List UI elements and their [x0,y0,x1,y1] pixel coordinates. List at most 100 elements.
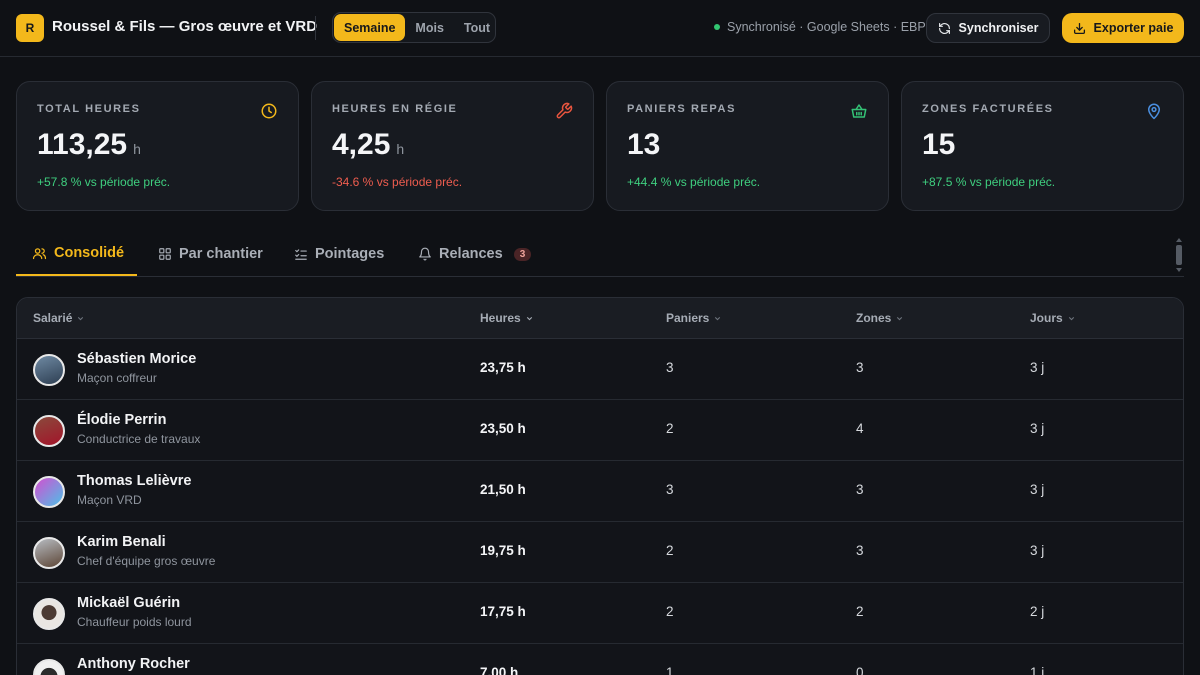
days-cell: 2 j [1030,604,1045,619]
period-week-button[interactable]: Semaine [334,14,406,41]
employee-name: Sébastien Morice [77,351,197,367]
period-month-button[interactable]: Mois [415,20,444,35]
period-all-button[interactable]: Tout [463,20,491,35]
wrench-icon [556,102,573,119]
users-icon [32,247,47,259]
column-label: Salarié [33,311,73,325]
tab-label: Pointages [315,246,385,262]
kpi-regie-hours-card: HEURES EN RÉGIE 4,25 h -34.6 % vs période… [311,81,594,211]
tab-label: Relances [439,246,503,262]
basket-icon [851,104,867,118]
tabs-scrollbar[interactable] [1176,238,1182,272]
column-label: Paniers [666,311,710,325]
refresh-icon [938,22,950,34]
company-title: Roussel & Fils — Gros œuvre et VRD [52,18,318,35]
period-selector: Semaine Mois Tout [332,12,496,43]
clock-icon [261,103,277,119]
column-header-hours[interactable]: Heures [480,311,534,325]
sync-status-text: Synchronisé · Google Sheets · EBP [727,20,926,34]
tab-consolidated[interactable]: Consolidé [16,232,137,276]
days-cell: 3 j [1030,421,1045,436]
employee-name: Karim Benali [77,534,166,550]
table-row[interactable]: Mickaël Guérin Chauffeur poids lourd 17,… [17,583,1183,644]
chevron-down-icon [1068,316,1074,320]
kpi-unit: h [133,141,141,157]
column-header-days[interactable]: Jours [1030,311,1076,325]
kpi-delta: +57.8 % vs période préc. [37,175,171,189]
kpi-unit: h [396,141,405,157]
table-row[interactable]: Élodie Perrin Conductrice de travaux 23,… [17,400,1183,461]
kpi-value: 4,25 h [332,128,404,162]
export-button-label: Exporter paie [1093,21,1174,35]
kpi-label: HEURES EN RÉGIE [332,103,458,115]
kpi-label: PANIERS REPAS [627,103,737,115]
column-header-zones[interactable]: Zones [856,311,904,325]
avatar [33,476,65,508]
employee-name: Mickaël Guérin [77,595,181,611]
zones-cell: 3 [856,360,864,375]
kpi-delta: +44.4 % vs période préc. [627,175,761,189]
employee-role: Chef d'équipe gros œuvre [77,554,216,568]
table-header: Salarié Heures Paniers Zones Jours [17,298,1183,339]
download-icon [1073,22,1085,34]
employee-role: Conductrice de travaux [77,432,201,446]
kpi-label: TOTAL HEURES [37,103,141,115]
zones-cell: 3 [856,543,864,558]
sync-button[interactable]: Synchroniser [926,13,1050,43]
baskets-cell: 2 [666,421,674,436]
days-cell: 1 j [1030,665,1045,675]
kpi-label: ZONES FACTURÉES [922,103,1054,115]
avatar [33,537,65,569]
view-tabs: Consolidé Par chantier Pointages Relance… [16,232,1184,277]
kpi-number: 113,25 [37,128,128,161]
kpi-total-hours-card: TOTAL HEURES 113,25 h +57.8 % vs période … [16,81,299,211]
reminders-count-badge: 3 [513,247,532,261]
map-pin-icon [1148,103,1160,120]
avatar [33,598,65,630]
tab-timesheets[interactable]: Pointages [294,232,384,276]
column-label: Zones [856,311,892,325]
kpi-number: 15 [922,128,956,161]
column-header-employee[interactable]: Salarié [33,311,85,325]
hours-cell: 23,50 h [480,421,526,436]
grid-icon [159,248,171,260]
tab-label: Consolidé [54,245,125,261]
chevron-down-icon [78,316,84,320]
column-header-baskets[interactable]: Paniers [666,311,722,325]
employee-role: Maçon coffreur [77,371,157,385]
kpi-number: 13 [627,128,661,161]
top-bar: R Roussel & Fils — Gros œuvre et VRD Sem… [0,0,1200,57]
kpi-meal-baskets-card: PANIERS REPAS 13 +44.4 % vs période préc… [606,81,889,211]
zones-cell: 3 [856,482,864,497]
company-logo: R [16,14,44,42]
kpi-billed-zones-card: ZONES FACTURÉES 15 +87.5 % vs période pr… [901,81,1184,211]
sync-status: Synchronisé · Google Sheets · EBP [714,20,926,34]
tab-label: Par chantier [179,246,263,262]
table-row[interactable]: Thomas Lelièvre Maçon VRD 21,50 h 3 3 3 … [17,461,1183,522]
baskets-cell: 2 [666,543,674,558]
column-label: Jours [1030,311,1063,325]
table-row[interactable]: Karim Benali Chef d'équipe gros œuvre 19… [17,522,1183,583]
chevron-down-icon [897,316,903,320]
zones-cell: 4 [856,421,864,436]
chevron-down-icon [715,316,721,320]
status-dot-icon [714,24,720,30]
export-payroll-button[interactable]: Exporter paie [1062,13,1184,43]
days-cell: 3 j [1030,543,1045,558]
tab-by-site[interactable]: Par chantier [158,232,263,276]
table-row[interactable]: Anthony Rocher 7,00 h 1 0 1 j [17,644,1183,675]
employee-role: Maçon VRD [77,493,142,507]
kpi-value: 15 [922,128,955,162]
chevron-down-icon [526,316,532,320]
header-divider [315,16,316,40]
hours-cell: 19,75 h [480,543,526,558]
avatar [33,354,65,386]
checklist-icon [295,249,307,260]
kpi-delta: -34.6 % vs période préc. [332,175,463,189]
zones-cell: 0 [856,665,864,675]
kpi-value: 113,25 h [37,128,141,162]
table-row[interactable]: Sébastien Morice Maçon coffreur 23,75 h … [17,339,1183,400]
kpi-delta: +87.5 % vs période préc. [922,175,1056,189]
tab-reminders[interactable]: Relances 3 [418,232,532,276]
kpi-value: 13 [627,128,660,162]
